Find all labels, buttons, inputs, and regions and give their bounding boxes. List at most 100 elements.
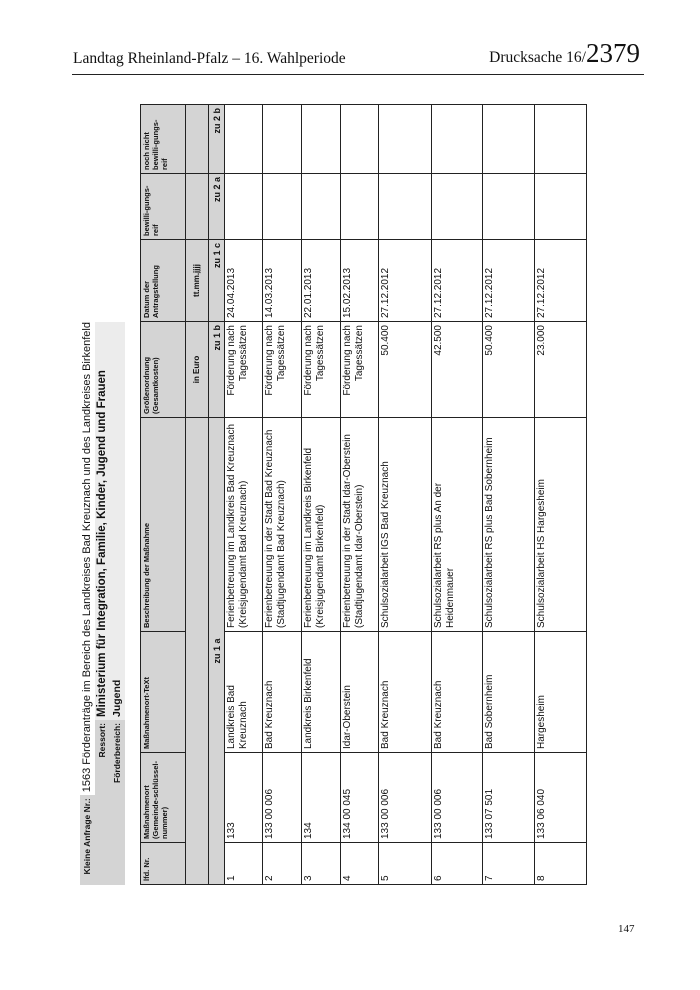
cell-ort: 133 — [224, 752, 263, 843]
table-row: 8 133 06 040 Hargesheim Schulsozialarbeit H… — [534, 104, 587, 885]
cell-groesse: 23.000 — [534, 321, 587, 418]
col-header: Maßnahmenort-TeXt — [140, 631, 186, 753]
cell-ort-text: Hargesheim — [534, 631, 587, 753]
info-bereich: Förderbereich: Jugend — [110, 322, 125, 885]
cell-nr: 5 — [378, 842, 432, 885]
ref-cell: zu 2 a — [208, 173, 225, 240]
table-row: 4 134 00 045 Idar-Oberstein Ferienbetreuung… — [340, 104, 379, 885]
cell-nicht-bewilligungsreif — [340, 104, 379, 174]
cell-nr: 3 — [301, 842, 341, 885]
unit-groesse: in Euro — [185, 321, 209, 418]
col-header: Beschreibung der Maßnahme — [140, 417, 186, 632]
ref-cell: zu 1 c — [208, 239, 225, 322]
cell-ort-text: Bad Kreuznach — [262, 631, 302, 753]
cell-groesse: Förderung nach Tagessätzen — [340, 321, 379, 418]
col-header: noch nicht bewilli-gungs-reif — [140, 104, 186, 174]
cell-datum: 27.12.2012 — [431, 239, 483, 322]
anfrage-value: 1563 Förderanträge im Bereich des Landkr… — [81, 322, 93, 793]
info-block: Kleine Anfrage Nr.: 1563 Förderanträge i… — [80, 322, 125, 885]
cell-groesse: Förderung nach Tagessätzen — [262, 321, 302, 418]
cell-groesse: Förderung nach Tagessätzen — [224, 321, 263, 418]
anfrage-label: Kleine Anfrage Nr.: — [80, 795, 95, 885]
cell-bewilligungsreif — [482, 173, 535, 240]
col-header: Größenordnung (Gesamtkosten) — [140, 321, 186, 418]
ressort-label: Ressort: — [95, 720, 110, 885]
cell-beschreibung: Ferienbetreuung in der Stadt Idar-Oberst… — [340, 417, 379, 632]
cell-nr: 6 — [431, 842, 483, 885]
cell-ort-text: Idar-Oberstein — [340, 631, 379, 753]
cell-ort-text: Landkreis Bad Kreuznach — [224, 631, 263, 753]
unit-cell-empty — [185, 104, 209, 174]
reference-row: zu 1 a zu 1 b zu 1 c zu 2 a zu 2 b — [208, 104, 225, 885]
cell-nicht-bewilligungsreif — [301, 104, 341, 174]
info-anfrage: Kleine Anfrage Nr.: 1563 Förderanträge i… — [80, 322, 95, 885]
header-rule — [72, 74, 644, 75]
cell-datum: 27.12.2012 — [378, 239, 432, 322]
cell-nicht-bewilligungsreif — [534, 104, 587, 174]
ref-cell: zu 1 b — [208, 321, 225, 418]
drucksache-number: 2379 — [586, 38, 640, 68]
cell-nr: 7 — [482, 842, 535, 885]
header-row: lfd. Nr. Maßnahmenort (Gemeinde-schlüsse… — [140, 104, 186, 885]
cell-ort-text: Bad Sobernheim — [482, 631, 535, 753]
cell-datum: 14.03.2013 — [262, 239, 302, 322]
cell-groesse: 50.400 — [378, 321, 432, 418]
cell-nr: 4 — [340, 842, 379, 885]
cell-groesse: 50.400 — [482, 321, 535, 418]
cell-nicht-bewilligungsreif — [378, 104, 432, 174]
col-header: bewilli-gungs-reif — [140, 173, 186, 240]
cell-ort-text: Bad Kreuznach — [378, 631, 432, 753]
cell-datum: 27.12.2012 — [534, 239, 587, 322]
cell-ort: 133 00 006 — [378, 752, 432, 843]
cell-ort-text: Landkreis Birkenfeld — [301, 631, 341, 753]
page-number: 147 — [618, 923, 635, 935]
ref-cell: zu 2 b — [208, 104, 225, 174]
cell-bewilligungsreif — [340, 173, 379, 240]
cell-bewilligungsreif — [431, 173, 483, 240]
cell-datum: 22.01.2013 — [301, 239, 341, 322]
rotated-table-area: Kleine Anfrage Nr.: 1563 Förderanträge i… — [78, 104, 587, 885]
table-row: 6 133 00 006 Bad Kreuznach Schulsozialarbei… — [431, 104, 483, 885]
col-header: Datum der Antragstellung — [140, 239, 186, 322]
cell-bewilligungsreif — [301, 173, 341, 240]
cell-nr: 2 — [262, 842, 302, 885]
ref-cell: zu 1 a — [208, 417, 225, 885]
cell-datum: 15.02.2013 — [340, 239, 379, 322]
page-header-drucksache: Drucksache 16/2379 — [489, 38, 640, 69]
drucksache-prefix: Drucksache 16/ — [489, 49, 586, 66]
unit-row: in Euro tt.mm.jjjj — [185, 104, 209, 885]
cell-ort: 134 — [301, 752, 341, 843]
table-row: 3 134 Landkreis Birkenfeld Ferienbetreuung … — [301, 104, 341, 885]
cell-beschreibung: Ferienbetreuung im Landkreis Birkenfeld … — [301, 417, 341, 632]
cell-nicht-bewilligungsreif — [262, 104, 302, 174]
table-row: 5 133 00 006 Bad Kreuznach Schulsozialarbei… — [378, 104, 432, 885]
cell-bewilligungsreif — [378, 173, 432, 240]
table-row: 1 133 Landkreis Bad Kreuznach Ferienbetreuu… — [224, 104, 263, 885]
cell-bewilligungsreif — [534, 173, 587, 240]
cell-beschreibung: Schulsozialarbeit RS plus An der Heidenm… — [431, 417, 483, 632]
cell-groesse: 42.500 — [431, 321, 483, 418]
cell-nicht-bewilligungsreif — [224, 104, 263, 174]
cell-beschreibung: Schulsozialarbeit RS plus Bad Sobernheim — [482, 417, 535, 632]
page-header-title: Landtag Rheinland-Pfalz – 16. Wahlperiod… — [73, 50, 346, 67]
bereich-label: Förderbereich: — [110, 720, 125, 885]
info-ressort: Ressort: Ministerium für Integration, Fa… — [95, 322, 110, 885]
foerderantraege-table: lfd. Nr. Maßnahmenort (Gemeinde-schlüsse… — [140, 104, 587, 885]
table-row: 7 133 07 501 Bad Sobernheim Schulsozialarbe… — [482, 104, 535, 885]
cell-nr: 1 — [224, 842, 263, 885]
cell-beschreibung: Schulsozialarbeit IGS Bad Kreuznach — [378, 417, 432, 632]
cell-beschreibung: Ferienbetreuung im Landkreis Bad Kreuzna… — [224, 417, 263, 632]
cell-nicht-bewilligungsreif — [482, 104, 535, 174]
cell-datum: 24.04.2013 — [224, 239, 263, 322]
cell-ort: 133 00 006 — [431, 752, 483, 843]
cell-ort: 133 06 040 — [534, 752, 587, 843]
cell-beschreibung: Schulsozialarbeit HS Hargesheim — [534, 417, 587, 632]
ressort-value: Ministerium für Integration, Familie, Ki… — [95, 322, 110, 720]
unit-cell-empty — [185, 417, 209, 885]
cell-nr: 8 — [534, 842, 587, 885]
cell-datum: 27.12.2012 — [482, 239, 535, 322]
cell-beschreibung: Ferienbetreuung in der Stadt Bad Kreuzna… — [262, 417, 302, 632]
cell-ort: 134 00 045 — [340, 752, 379, 843]
cell-ort-text: Bad Kreuznach — [431, 631, 483, 753]
cell-bewilligungsreif — [262, 173, 302, 240]
